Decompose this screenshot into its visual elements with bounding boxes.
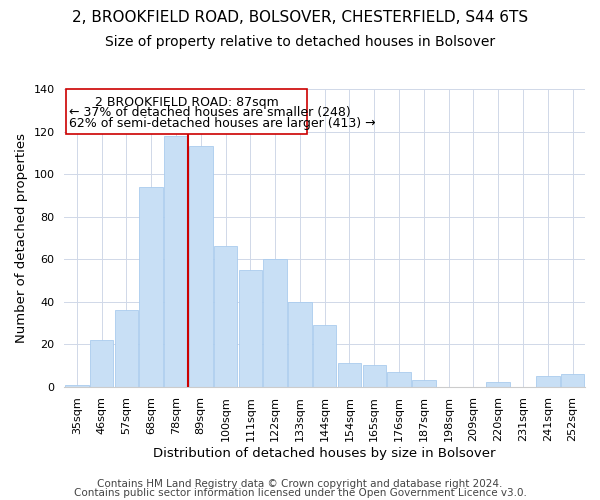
Text: ← 37% of detached houses are smaller (248): ← 37% of detached houses are smaller (24…	[70, 106, 351, 119]
Bar	[338, 364, 361, 386]
Text: 62% of semi-detached houses are larger (413) →: 62% of semi-detached houses are larger (…	[70, 116, 376, 130]
Bar	[90, 340, 113, 386]
Bar	[561, 374, 584, 386]
X-axis label: Distribution of detached houses by size in Bolsover: Distribution of detached houses by size …	[154, 447, 496, 460]
Text: Contains HM Land Registry data © Crown copyright and database right 2024.: Contains HM Land Registry data © Crown c…	[97, 479, 503, 489]
Bar	[115, 310, 138, 386]
Bar	[412, 380, 436, 386]
Bar	[189, 146, 212, 386]
Text: 2, BROOKFIELD ROAD, BOLSOVER, CHESTERFIELD, S44 6TS: 2, BROOKFIELD ROAD, BOLSOVER, CHESTERFIE…	[72, 10, 528, 25]
Bar	[362, 366, 386, 386]
Bar	[239, 270, 262, 386]
Bar	[487, 382, 510, 386]
Bar	[65, 384, 89, 386]
Bar	[65, 89, 307, 134]
Bar	[536, 376, 560, 386]
Bar	[288, 302, 311, 386]
Bar	[263, 259, 287, 386]
Y-axis label: Number of detached properties: Number of detached properties	[15, 133, 28, 343]
Text: Size of property relative to detached houses in Bolsover: Size of property relative to detached ho…	[105, 35, 495, 49]
Bar	[164, 136, 188, 386]
Text: Contains public sector information licensed under the Open Government Licence v3: Contains public sector information licen…	[74, 488, 526, 498]
Bar	[387, 372, 411, 386]
Bar	[139, 187, 163, 386]
Text: 2 BROOKFIELD ROAD: 87sqm: 2 BROOKFIELD ROAD: 87sqm	[95, 96, 278, 110]
Bar	[313, 325, 337, 386]
Bar	[214, 246, 238, 386]
